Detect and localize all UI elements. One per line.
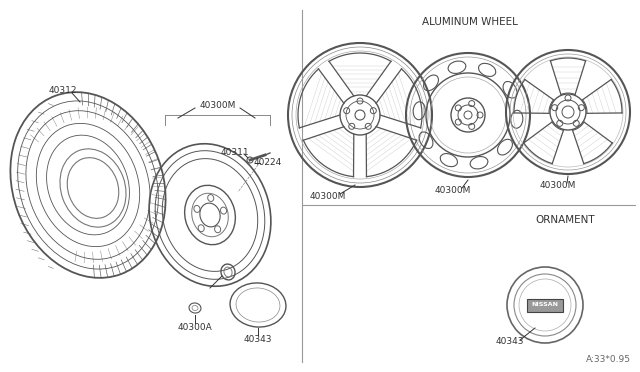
Text: 40224: 40224 [254, 157, 282, 167]
Text: 40300M: 40300M [200, 100, 236, 109]
Text: 40343: 40343 [244, 336, 272, 344]
Text: 40300A: 40300A [178, 324, 212, 333]
Text: ORNAMENT: ORNAMENT [535, 215, 595, 225]
Text: 40300M: 40300M [310, 192, 346, 201]
Text: 40312: 40312 [49, 86, 77, 94]
FancyBboxPatch shape [527, 298, 563, 311]
Text: A:33*0.95: A:33*0.95 [586, 356, 630, 365]
Text: ALUMINUM WHEEL: ALUMINUM WHEEL [422, 17, 518, 27]
Text: 40343: 40343 [496, 337, 524, 346]
Text: 40300M: 40300M [540, 180, 576, 189]
Text: NISSAN: NISSAN [531, 302, 559, 308]
Text: 40311: 40311 [221, 148, 250, 157]
Text: 40300M: 40300M [435, 186, 471, 195]
